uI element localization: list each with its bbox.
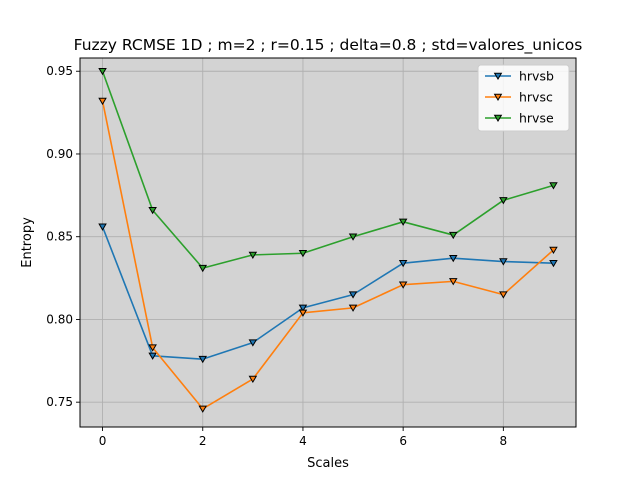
data-point-hrvse xyxy=(499,197,508,205)
x-tick-label: 4 xyxy=(299,434,307,448)
data-point-hrvse xyxy=(398,218,408,226)
series-line-hrvsb xyxy=(101,226,554,360)
x-tick-label: 2 xyxy=(199,434,207,448)
data-point-hrvse xyxy=(298,250,308,258)
data-point-hrvsb xyxy=(148,352,157,360)
data-point-hrvse xyxy=(148,207,157,215)
y-tick-label: 0.75 xyxy=(46,395,73,409)
data-point-hrvsb xyxy=(198,355,208,364)
legend: hrvsb hrvsc hrvse xyxy=(477,64,570,132)
data-point-hrvsc xyxy=(98,97,107,106)
data-point-hrvsb xyxy=(499,258,508,266)
chart-title: Fuzzy RCMSE 1D ; m=2 ; r=0.15 ; delta=0.… xyxy=(74,36,583,55)
data-point-hrvsc xyxy=(148,344,157,352)
x-tick-label: 6 xyxy=(399,434,407,448)
series-line-hrvse xyxy=(101,70,554,269)
data-point-hrvse xyxy=(98,68,107,76)
legend-entry-hrvsc: hrvsc xyxy=(519,90,553,105)
data-point-hrvsb xyxy=(549,259,558,268)
data-point-hrvse xyxy=(248,251,258,259)
x-tick-label: 0 xyxy=(99,434,107,448)
data-point-hrvsb xyxy=(448,254,458,263)
plot-frame xyxy=(79,57,577,428)
legend-marker-hrvsb xyxy=(493,72,503,81)
data-point-hrvsb xyxy=(298,304,308,312)
data-point-hrvse xyxy=(448,231,458,240)
data-point-hrvsc xyxy=(499,291,508,299)
data-point-hrvsc xyxy=(198,405,208,413)
legend-box xyxy=(477,64,570,132)
data-point-hrvsb xyxy=(98,223,107,231)
ticks: 0 2 4 6 8 0.75 0.80 0.85 0.90 0.95 xyxy=(46,64,507,448)
x-axis-label: Scales xyxy=(307,456,349,471)
data-point-hrvse xyxy=(348,233,358,241)
data-point-hrvsc xyxy=(549,246,558,254)
legend-marker-hrvsc xyxy=(493,93,503,102)
data-point-hrvsb xyxy=(248,339,258,347)
y-tick-label: 0.95 xyxy=(46,64,73,78)
y-axis-label: Entropy xyxy=(20,217,35,268)
data-point-hrvsb xyxy=(348,291,358,299)
legend-marker-hrvse xyxy=(493,114,503,123)
data-point-hrvsc xyxy=(398,281,408,289)
data-point-hrvsc xyxy=(448,278,458,286)
series-layer xyxy=(98,68,558,413)
data-point-hrvsb xyxy=(398,259,408,268)
y-tick-label: 0.85 xyxy=(46,230,73,244)
data-point-hrvse xyxy=(549,182,558,190)
series-line-hrvsc xyxy=(101,100,554,410)
x-tick-label: 8 xyxy=(500,434,508,448)
y-tick-label: 0.80 xyxy=(46,312,73,326)
data-point-hrvsc xyxy=(248,375,258,384)
legend-entry-hrvsb: hrvsb xyxy=(519,69,554,84)
legend-entry-hrvse: hrvse xyxy=(519,111,554,126)
y-tick-label: 0.90 xyxy=(46,147,73,161)
data-point-hrvsc xyxy=(298,309,308,317)
data-point-hrvsc xyxy=(348,304,358,312)
data-point-hrvse xyxy=(198,264,208,273)
